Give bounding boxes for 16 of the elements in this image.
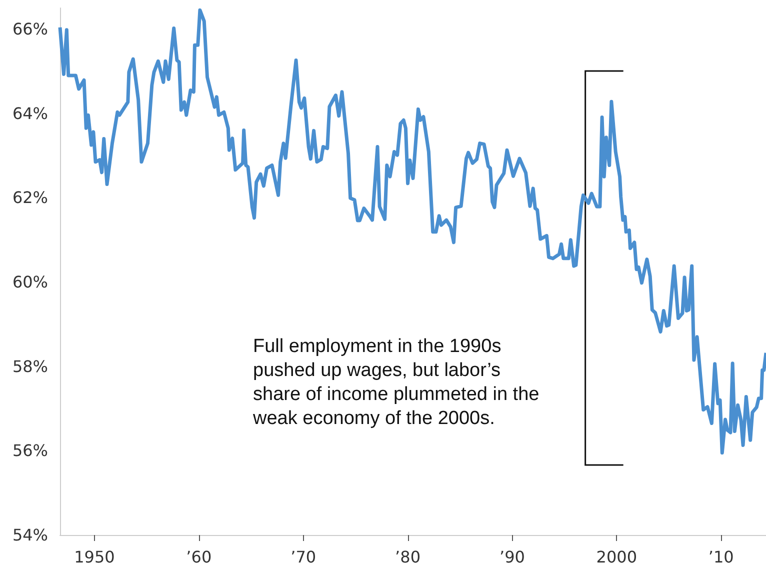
x-tick-label: ’10 [708, 548, 734, 565]
y-tick-label: 56% [12, 441, 48, 460]
annotation: Full employment in the 1990s pushed up wages, but labor’s share of income plummeted in the weak economy of the 2000s. [253, 335, 540, 431]
y-tick-label: 64% [12, 104, 48, 123]
x-tick-label: 1950 [74, 548, 115, 565]
y-tick-label: 60% [12, 272, 48, 292]
y-tick-label: 62% [12, 188, 48, 208]
x-tick-label: ’90 [499, 548, 525, 565]
y-tick-label: 54% [12, 526, 48, 544]
y-tick-label: 58% [12, 356, 48, 376]
x-tick-label: 2000 [596, 548, 638, 565]
x-tick-label: ’70 [290, 548, 316, 565]
y-tick-label: 66% [12, 20, 48, 39]
x-tick-label: ’80 [395, 548, 421, 565]
x-tick-label: ’60 [186, 548, 212, 565]
line-series [58, 8, 766, 455]
